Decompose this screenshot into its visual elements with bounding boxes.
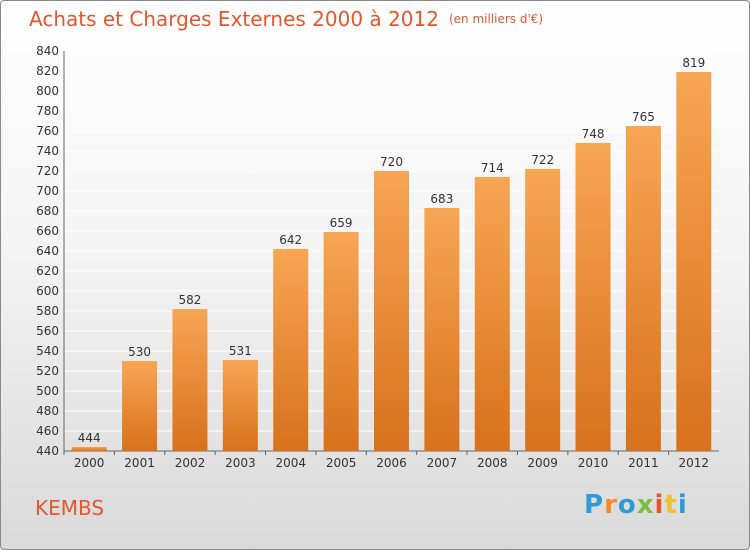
proxiti-logo: Proxiti xyxy=(584,490,688,520)
bar-value-label: 748 xyxy=(582,127,605,141)
x-tick-label: 2005 xyxy=(326,456,357,470)
y-tick-label: 780 xyxy=(36,104,59,118)
y-tick-label: 600 xyxy=(36,284,59,298)
chart-title: Achats et Charges Externes 2000 à 2012 (e… xyxy=(29,7,543,31)
x-tick-label: 2011 xyxy=(628,456,659,470)
bar-value-label: 659 xyxy=(330,216,353,230)
bar-value-label: 444 xyxy=(78,431,101,445)
bar-value-label: 819 xyxy=(682,56,705,70)
y-tick-label: 580 xyxy=(36,304,59,318)
y-tick-label: 660 xyxy=(36,224,59,238)
x-tick-label: 2001 xyxy=(124,456,155,470)
x-tick-label: 2003 xyxy=(225,456,256,470)
commune-name: KEMBS xyxy=(35,496,105,520)
y-tick-label: 560 xyxy=(36,324,59,338)
bar xyxy=(575,143,611,451)
x-tick-label: 2010 xyxy=(578,456,609,470)
x-tick-label: 2012 xyxy=(679,456,710,470)
bars xyxy=(71,72,712,451)
logo-letter: i xyxy=(654,490,665,520)
y-tick-label: 480 xyxy=(36,404,59,418)
bar-value-label: 722 xyxy=(531,153,554,167)
bar xyxy=(676,72,712,451)
logo-letter: r xyxy=(604,490,618,520)
bar xyxy=(71,447,107,451)
bar-value-label: 642 xyxy=(279,233,302,247)
x-tick-label: 2000 xyxy=(74,456,105,470)
bar-value-label: 765 xyxy=(632,110,655,124)
bar xyxy=(424,208,460,451)
y-tick-label: 800 xyxy=(36,84,59,98)
bar-value-label: 714 xyxy=(481,161,504,175)
x-tick-label: 2004 xyxy=(275,456,306,470)
bar xyxy=(374,171,409,451)
bar xyxy=(525,169,561,451)
logo-letter: x xyxy=(636,490,655,520)
y-tick-label: 820 xyxy=(36,64,59,78)
y-tick-label: 540 xyxy=(36,344,59,358)
bar xyxy=(323,232,359,451)
logo-letter: i xyxy=(677,490,688,520)
bar xyxy=(122,361,158,451)
bar xyxy=(625,126,661,451)
y-tick-label: 640 xyxy=(36,244,59,258)
bar-value-label: 531 xyxy=(229,344,252,358)
bar xyxy=(222,360,258,451)
bar-value-label: 530 xyxy=(128,345,151,359)
bar xyxy=(474,177,510,451)
y-tick-label: 620 xyxy=(36,264,59,278)
axes: 440 460 480 500 520 540 560 580 600 620 640 660 680 7… xyxy=(36,44,719,458)
x-tick-label: 2009 xyxy=(527,456,558,470)
bar-value-label: 683 xyxy=(430,192,453,206)
y-tick-label: 680 xyxy=(36,204,59,218)
logo-letter: t xyxy=(664,490,678,520)
unit-label: (en milliers d'€) xyxy=(448,12,544,26)
y-tick-label: 520 xyxy=(36,364,59,378)
title-text: Achats et Charges Externes 2000 à 2012 xyxy=(29,7,439,31)
x-tick-label: 2008 xyxy=(477,456,508,470)
x-tick-label: 2002 xyxy=(175,456,206,470)
logo-letter: o xyxy=(617,490,637,520)
labels: 444 2000 530 2001 582 2002 531 2003 642 2004 659 20… xyxy=(74,56,709,470)
y-tick-label: 760 xyxy=(36,124,59,138)
y-tick-label: 440 xyxy=(36,444,59,458)
bar xyxy=(172,309,208,451)
bar-value-label: 720 xyxy=(380,155,403,169)
y-tick-label: 500 xyxy=(36,384,59,398)
bar-value-label: 582 xyxy=(179,293,202,307)
y-tick-label: 840 xyxy=(36,44,59,58)
x-tick-label: 2007 xyxy=(427,456,458,470)
y-tick-label: 460 xyxy=(36,424,59,438)
y-tick-label: 700 xyxy=(36,184,59,198)
x-tick-label: 2006 xyxy=(376,456,407,470)
y-tick-label: 720 xyxy=(36,164,59,178)
bar xyxy=(273,249,309,451)
logo-letter: P xyxy=(584,490,605,520)
y-tick-label: 740 xyxy=(36,144,59,158)
